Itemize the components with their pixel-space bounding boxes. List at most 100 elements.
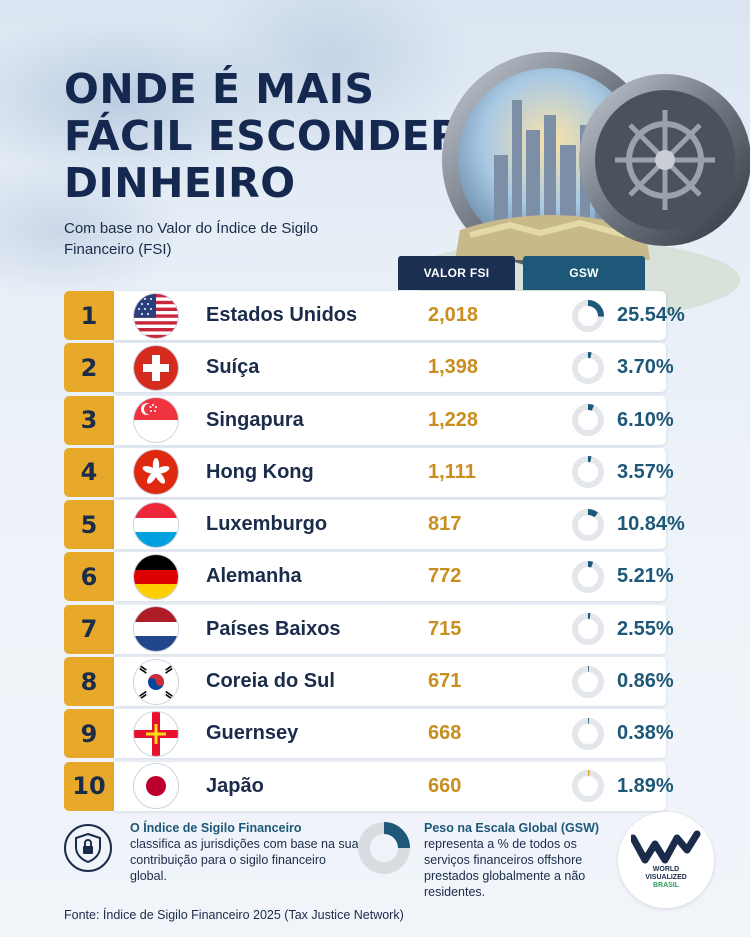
table-row: 5 Luxemburgo 817 10.84%	[64, 500, 685, 550]
gsw-explanation-text: Peso na Escala Global (GSW) representa a…	[424, 820, 606, 900]
country-name: Luxemburgo	[206, 513, 328, 536]
gsw-donut	[572, 613, 604, 646]
gsw-donut-fill	[572, 456, 604, 489]
gsw-column-header: GSW	[523, 256, 645, 290]
table-row: 1 Estados Unidos 2,018 25.54%	[64, 291, 685, 340]
luxembourg-flag-icon	[134, 502, 178, 547]
rank-badge: 8	[64, 657, 114, 707]
guernsey-flag-icon	[134, 711, 178, 756]
row-card: Japão 660 1.89%	[114, 761, 674, 811]
hong-kong-flag-icon	[134, 450, 178, 495]
country-name: Coreia do Sul	[206, 670, 335, 693]
row-card: Suíça 1,398 3.70%	[114, 343, 674, 393]
germany-flag-icon	[134, 554, 178, 599]
fsi-value: 671	[428, 670, 462, 693]
table-row: 8 Coreia do Sul 671 0.86%	[64, 657, 674, 707]
gsw-donut	[572, 456, 604, 489]
fsi-value: 1,228	[428, 408, 479, 431]
rank-badge: 9	[64, 709, 114, 759]
gsw-donut-fill	[572, 508, 604, 541]
fsi-explanation-body: classifica as jurisdições com base na su…	[130, 837, 359, 883]
gsw-donut-fill	[572, 665, 604, 698]
source-note: Fonte: Índice de Sigilo Financeiro 2025 …	[64, 908, 404, 922]
rank-badge: 3	[64, 395, 114, 445]
fsi-explanation: O Índice de Sigilo Financeiro classifica…	[64, 820, 364, 884]
gsw-donut	[572, 404, 604, 437]
world-visualized-logo: WORLD VISUALIZED BRASIL	[618, 812, 714, 908]
gsw-donut-fill	[572, 717, 604, 750]
table-row: 9 Guernsey 668 0.38%	[64, 709, 674, 759]
row-card: Estados Unidos 2,018 25.54%	[114, 291, 685, 340]
gsw-donut-track	[572, 508, 604, 541]
country-name: Guernsey	[206, 722, 299, 745]
country-name: Estados Unidos	[206, 304, 358, 326]
gsw-explanation-title: Peso na Escala Global (GSW)	[424, 821, 600, 835]
country-name: Países Baixos	[206, 617, 341, 640]
table-row: 10 Japão 660 1.89%	[64, 761, 674, 811]
gsw-donut-fill	[572, 299, 604, 332]
page-title: ONDE É MAIS FÁCIL ESCONDER DINHEIRO	[64, 65, 463, 207]
fsi-value: 1,111	[428, 460, 476, 483]
fsi-value: 660	[428, 774, 462, 797]
gsw-explanation-body: representa a % de todos os serviços fina…	[424, 837, 586, 899]
rank-badge: 4	[64, 447, 114, 497]
row-card: Alemanha 772 5.21%	[114, 552, 674, 602]
ranking-table: 1 Estados Unidos 2,018 25.54% 2 Suíça	[64, 291, 685, 814]
gsw-donut-track	[572, 613, 604, 646]
row-card: Países Baixos 715 2.55%	[114, 604, 674, 654]
fsi-explanation-title: O Índice de Sigilo Financeiro	[130, 821, 302, 835]
gsw-donut-fill	[572, 560, 604, 593]
gsw-donut-fill	[572, 770, 604, 803]
gsw-donut-track	[572, 770, 604, 803]
fsi-value: 1,398	[428, 356, 479, 379]
shield-lock-icon	[64, 824, 112, 872]
row-card: Singapura 1,228 6.10%	[114, 395, 674, 445]
gsw-donut	[572, 770, 604, 803]
netherlands-flag-icon	[134, 607, 178, 652]
gsw-value: 0.86%	[617, 670, 674, 693]
gsw-donut-fill	[572, 404, 604, 437]
wv-logo-mark-icon	[631, 830, 701, 864]
gsw-donut-fill	[572, 351, 604, 384]
switzerland-flag-icon	[134, 345, 178, 390]
gsw-donut-fill	[572, 613, 604, 646]
gsw-explanation: Peso na Escala Global (GSW) representa a…	[356, 820, 606, 900]
gsw-donut	[572, 717, 604, 750]
gsw-value: 3.70%	[617, 356, 674, 379]
rank-badge: 2	[64, 343, 114, 393]
gsw-donut-track	[572, 351, 604, 384]
gsw-value: 25.54%	[617, 304, 685, 326]
fsi-explanation-text: O Índice de Sigilo Financeiro classifica…	[130, 820, 364, 884]
fsi-value: 2,018	[428, 304, 479, 326]
singapore-flag-icon	[134, 398, 178, 443]
gsw-donut-track	[572, 717, 604, 750]
rank-badge: 10	[64, 761, 114, 811]
logo-line-2: VISUALIZED	[645, 874, 687, 881]
table-row: 2 Suíça 1,398 3.70%	[64, 343, 674, 393]
rank-badge: 5	[64, 500, 114, 550]
fsi-value: 715	[428, 617, 462, 640]
gsw-donut	[572, 508, 604, 541]
gsw-value: 3.57%	[617, 460, 674, 483]
table-row: 6 Alemanha 772 5.21%	[64, 552, 674, 602]
page-subtitle: Com base no Valor do Índice de Sigilo Fi…	[64, 220, 319, 258]
country-name: Suíça	[206, 356, 260, 379]
logo-line-1: WORLD	[652, 866, 680, 873]
country-name: Alemanha	[206, 565, 302, 588]
rank-badge: 1	[64, 291, 114, 340]
fsi-column-header: VALOR FSI	[398, 256, 515, 290]
gsw-donut-track	[572, 456, 604, 489]
row-card: Hong Kong 1,111 3.57%	[114, 447, 674, 497]
gsw-value: 6.10%	[617, 408, 674, 431]
south-korea-flag-icon	[134, 659, 178, 704]
gsw-donut-legend-icon	[358, 822, 410, 874]
gsw-value: 10.84%	[617, 513, 685, 536]
gsw-donut	[572, 299, 604, 332]
gsw-donut-track	[572, 560, 604, 593]
table-row: 4 Hong Kong 1,111 3.57%	[64, 447, 674, 497]
row-card: Guernsey 668 0.38%	[114, 709, 674, 759]
gsw-donut-track	[572, 665, 604, 698]
country-name: Hong Kong	[206, 460, 314, 483]
fsi-value: 668	[428, 722, 462, 745]
country-name: Singapura	[206, 408, 304, 431]
